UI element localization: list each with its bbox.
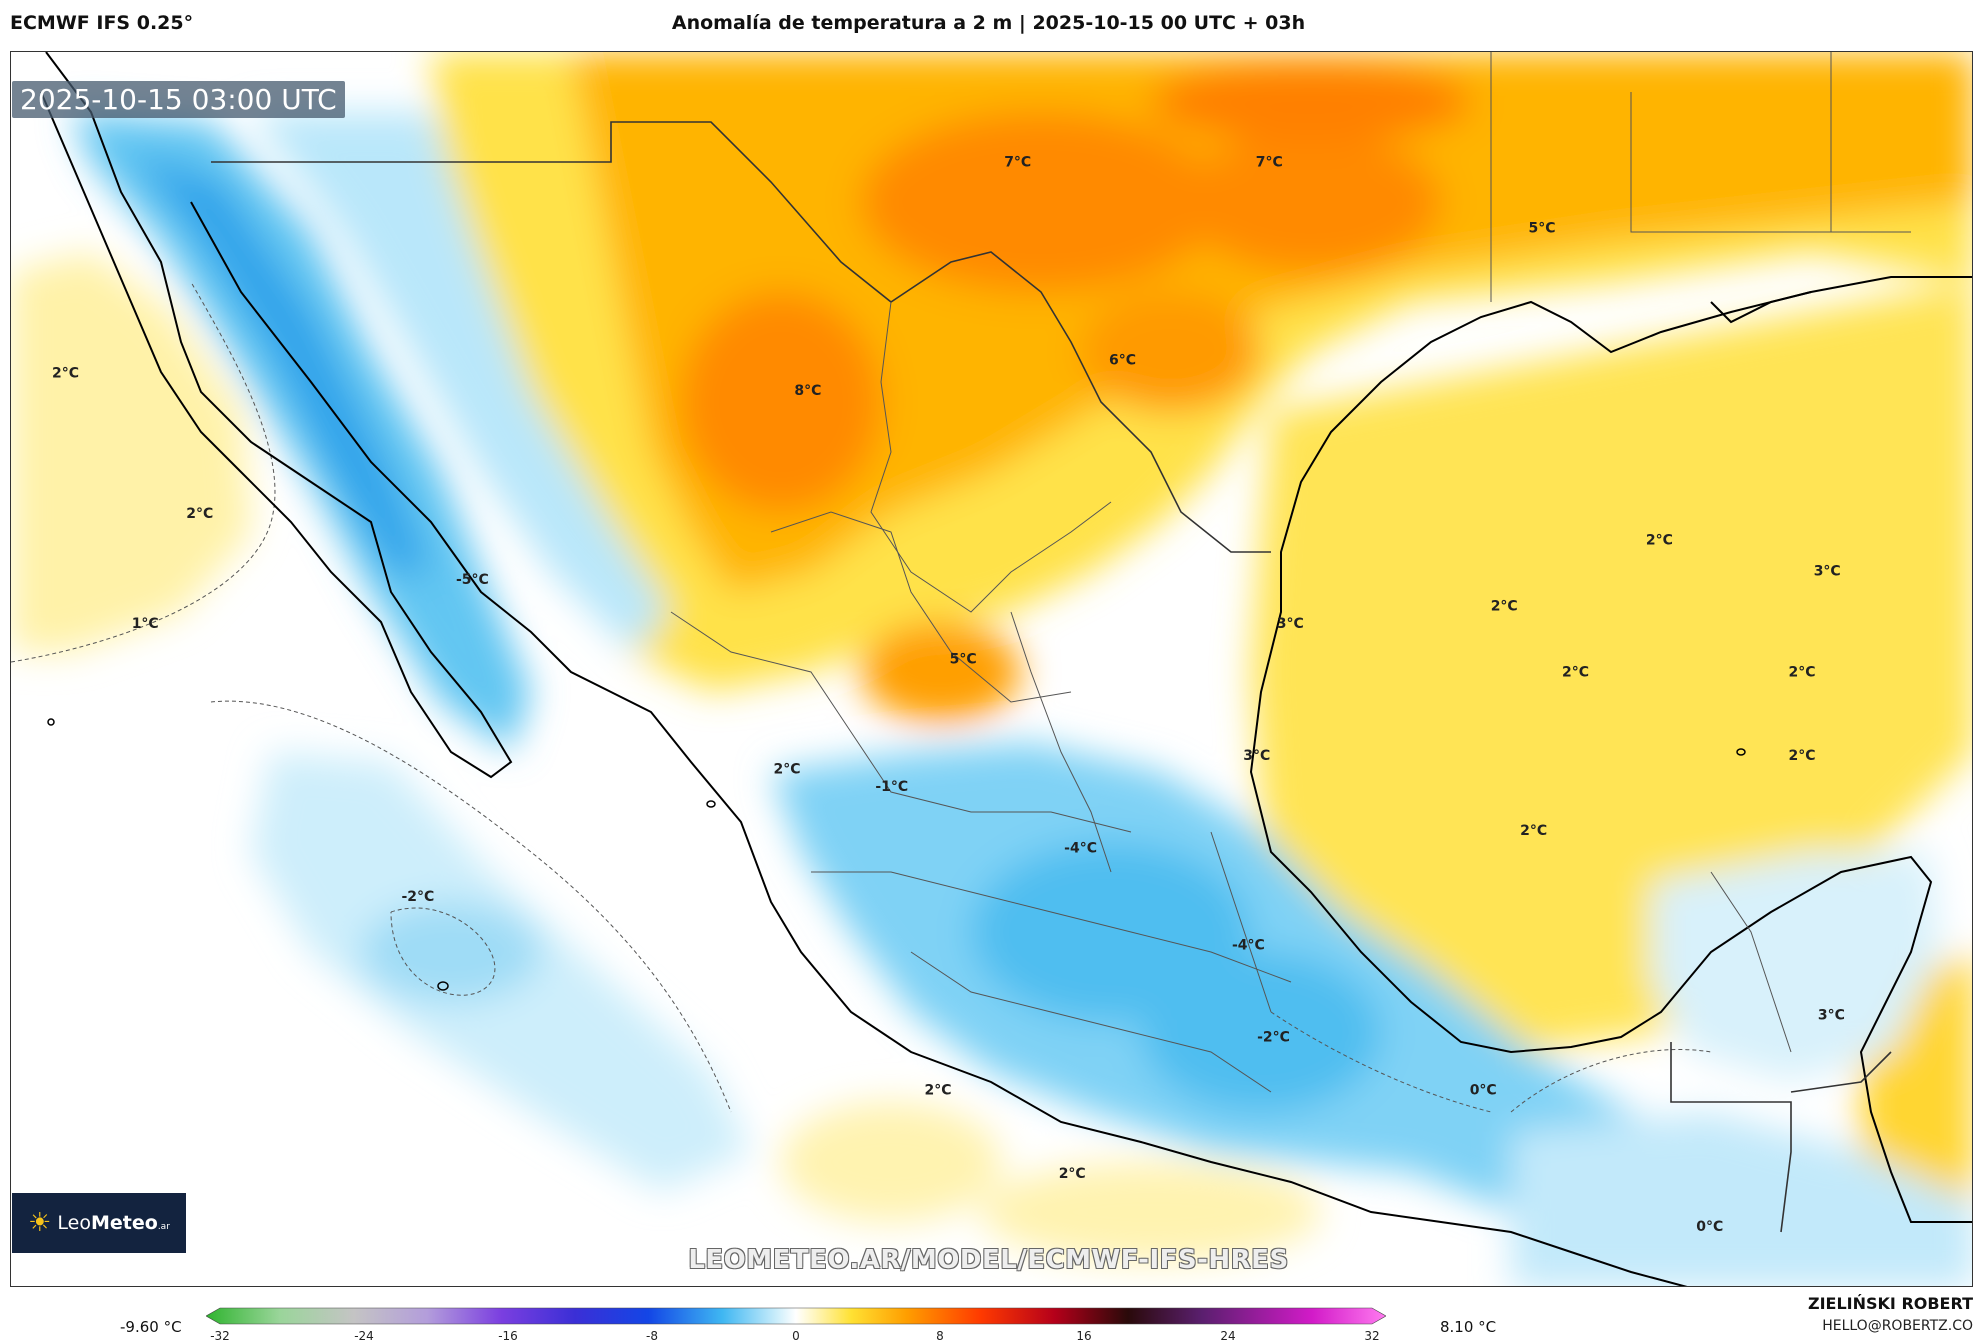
- model-name: ECMWF IFS 0.25°: [10, 12, 194, 34]
- author-name: ZIELIŃSKI ROBERT: [1807, 1294, 1973, 1313]
- leometeo-logo[interactable]: ☀ LeoMeteo.ar: [12, 1193, 186, 1253]
- anomaly-label: 6°C: [1109, 352, 1136, 368]
- anomaly-label: 5°C: [1528, 220, 1555, 236]
- anomaly-label: 2°C: [1520, 823, 1547, 839]
- anomaly-label: 3°C: [1277, 616, 1304, 632]
- sun-icon: ☀: [28, 1208, 52, 1238]
- colorbar-scale: [205, 1307, 1387, 1325]
- anomaly-label: 2°C: [1788, 748, 1815, 764]
- map-title: Anomalía de temperatura a 2 m | 2025-10-…: [671, 12, 1306, 34]
- valid-time-badge: 2025-10-15 03:00 UTC: [12, 81, 345, 118]
- colorbar-tick-label: -8: [646, 1329, 658, 1343]
- anomaly-label: -1°C: [875, 779, 908, 795]
- anomaly-value-labels: 7°C 7°C 5°C 2°C 8°C 6°C 2°C -5°C 1°C 2°C 3°C 3°C 2°C…: [52, 154, 1845, 1234]
- anomaly-label: 1°C: [132, 616, 159, 632]
- colorbar-tick-label: -16: [498, 1329, 518, 1343]
- islands: [47, 718, 1746, 991]
- temperature-anomaly-map[interactable]: 7°C 7°C 5°C 2°C 8°C 6°C 2°C -5°C 1°C 2°C 3°C 3°C 2°C…: [11, 52, 1973, 1287]
- anomaly-label: -4°C: [1064, 841, 1097, 857]
- anomaly-label: 7°C: [1256, 154, 1283, 170]
- anomaly-label: 8°C: [794, 383, 821, 399]
- anomaly-fill-layer: [11, 52, 1972, 1286]
- author-email[interactable]: HELLO@ROBERTZ.CO: [1822, 1318, 1973, 1334]
- anomaly-label: 2°C: [186, 506, 213, 522]
- colorbar-tick-label: 32: [1364, 1329, 1380, 1343]
- country-borders: [211, 121, 1892, 1233]
- state-borders: [670, 52, 1911, 1093]
- colorbar-gradient: [205, 1307, 1387, 1325]
- watermark-url: LEOMETEO.AR/MODEL/ECMWF-IFS-HRES: [688, 1245, 1289, 1275]
- anomaly-label: 5°C: [950, 651, 977, 667]
- anomaly-label: -5°C: [456, 572, 489, 588]
- anomaly-label: 0°C: [1696, 1219, 1723, 1235]
- anomaly-label: 2°C: [1059, 1166, 1086, 1182]
- map-panel[interactable]: 7°C 7°C 5°C 2°C 8°C 6°C 2°C -5°C 1°C 2°C 3°C 3°C 2°C…: [10, 51, 1973, 1287]
- colorbar-tick-label: -32: [210, 1329, 230, 1343]
- anomaly-label: 3°C: [1818, 1008, 1845, 1024]
- colorbar: [205, 1305, 1387, 1331]
- anomaly-label: 0°C: [1470, 1083, 1497, 1099]
- anomaly-label: 3°C: [1814, 563, 1841, 579]
- colorbar-tick-label: 8: [936, 1329, 944, 1343]
- anomaly-label: 7°C: [1004, 154, 1031, 170]
- anomaly-label: 2°C: [1491, 599, 1518, 615]
- colorbar-min-label: -9.60 °C: [120, 1318, 182, 1336]
- anomaly-label: 2°C: [773, 761, 800, 777]
- colorbar-tick-label: 24: [1220, 1329, 1236, 1343]
- logo-wordmark: LeoMeteo.ar: [57, 1212, 170, 1234]
- anomaly-label: 2°C: [1788, 665, 1815, 681]
- anomaly-label: 2°C: [1562, 665, 1589, 681]
- anomaly-label: 2°C: [52, 366, 79, 382]
- anomaly-label: 2°C: [924, 1083, 951, 1099]
- anomaly-label: 2°C: [1646, 533, 1673, 549]
- anomaly-label: -2°C: [401, 889, 434, 905]
- anomaly-label: 3°C: [1243, 748, 1270, 764]
- colorbar-tick-label: 16: [1076, 1329, 1092, 1343]
- anomaly-label: -4°C: [1232, 937, 1265, 953]
- contour-lines: [11, 281, 1712, 1113]
- colorbar-max-label: 8.10 °C: [1440, 1318, 1497, 1336]
- coastlines: [40, 52, 1972, 1286]
- colorbar-tick-label: 0: [792, 1329, 800, 1343]
- anomaly-label: -2°C: [1257, 1030, 1290, 1046]
- colorbar-tick-label: -24: [354, 1329, 374, 1343]
